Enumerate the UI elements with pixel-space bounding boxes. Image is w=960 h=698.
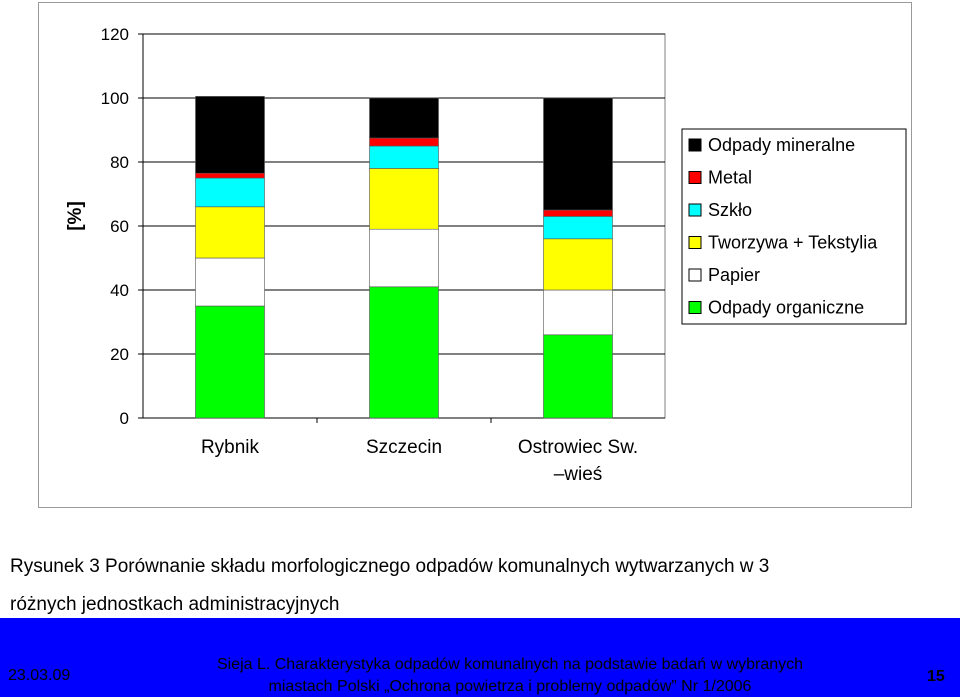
legend-label: Tworzywa + Tekstylia xyxy=(708,233,878,253)
footer-bar: 23.03.09 Sieja L. Charakterystyka odpadó… xyxy=(0,618,960,697)
x-tick-label: Ostrowiec Sw. xyxy=(518,437,638,458)
bar-segment xyxy=(543,216,613,240)
footer-page-number: 15 xyxy=(927,668,945,685)
chart-panel: 0 20 40 60 80 100 120 [%] Rybnik Szczecin Ostrowie… xyxy=(38,2,912,508)
legend-swatch xyxy=(688,203,702,217)
legend-label: Szkło xyxy=(708,200,752,220)
bar-segment xyxy=(195,172,265,179)
bar-segment xyxy=(195,177,265,208)
bar-segment xyxy=(543,97,613,211)
bar-segment xyxy=(369,168,439,230)
bar-segment xyxy=(369,228,439,288)
y-tick-label: 100 xyxy=(101,89,129,108)
footer-reference: Sieja L. Charakterystyka odpadów komunal… xyxy=(160,654,860,698)
footer-reference-line-1: Sieja L. Charakterystyka odpadów komunal… xyxy=(216,656,804,673)
legend-label: Metal xyxy=(708,168,752,188)
legend-box xyxy=(681,128,907,325)
x-tick-label: Rybnik xyxy=(201,437,260,458)
legend-swatch xyxy=(688,301,702,314)
y-axis-label: [%] xyxy=(65,201,86,231)
caption-line-2: różnych jednostkach administracyjnych xyxy=(10,594,340,615)
bar-segment xyxy=(369,97,439,139)
bar-segment xyxy=(195,257,265,307)
legend-swatch xyxy=(688,236,702,249)
y-tick-label: 0 xyxy=(120,409,129,428)
legend-swatch xyxy=(688,171,702,184)
legend-label: Odpady mineralne xyxy=(708,135,855,155)
footer-reference-line-2: miastach Polski „Ochrona powietrza i pro… xyxy=(268,678,752,695)
x-tick-label: Szczecin xyxy=(366,437,442,458)
legend-label: Odpady organiczne xyxy=(708,298,864,318)
y-tick-label: 80 xyxy=(110,153,129,172)
y-tick-label: 40 xyxy=(110,281,129,300)
bar-segment xyxy=(543,334,613,419)
x-tick-label: –wieś xyxy=(554,464,603,485)
bar-segment xyxy=(195,305,265,419)
bar-segment xyxy=(543,289,613,336)
bar-segment xyxy=(543,238,613,291)
figure-caption: Rysunek 3 Porównanie składu morfologiczn… xyxy=(10,548,950,624)
bar-segment xyxy=(195,96,265,174)
legend-swatch xyxy=(688,138,702,152)
bar-segment xyxy=(369,137,439,147)
bar-segment xyxy=(543,209,613,217)
y-tick-label: 20 xyxy=(110,345,129,364)
y-tick-label: 120 xyxy=(101,25,129,44)
footer-date: 23.03.09 xyxy=(8,667,71,684)
stacked-bar-chart: 0 20 40 60 80 100 120 [%] Rybnik Szczecin Ostrowie… xyxy=(65,25,907,485)
legend-label: Papier xyxy=(708,265,760,285)
caption-line-1: Rysunek 3 Porównanie składu morfologiczn… xyxy=(10,556,770,577)
bar-segment xyxy=(195,206,265,259)
bar-segment xyxy=(369,145,439,169)
bar-segment xyxy=(369,286,439,419)
y-tick-label: 60 xyxy=(110,217,129,236)
legend-swatch xyxy=(688,268,702,282)
